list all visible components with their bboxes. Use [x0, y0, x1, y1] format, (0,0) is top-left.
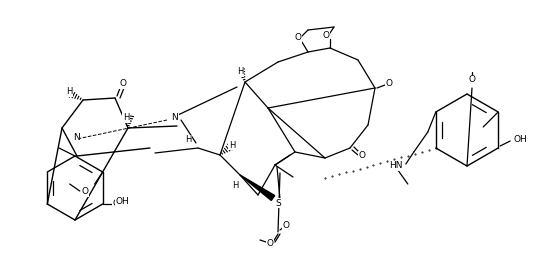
Text: OH: OH — [113, 199, 127, 209]
Text: H: H — [232, 181, 238, 189]
Text: O: O — [322, 31, 329, 39]
Text: O: O — [386, 79, 392, 87]
Polygon shape — [240, 175, 275, 200]
Text: N: N — [73, 133, 79, 143]
Text: H: H — [237, 68, 243, 76]
Text: OH: OH — [116, 198, 129, 207]
Text: O: O — [359, 151, 365, 161]
Text: H: H — [185, 136, 191, 144]
Text: H: H — [123, 114, 129, 122]
Text: HN: HN — [389, 162, 403, 170]
Text: S: S — [275, 199, 281, 207]
Text: O: O — [294, 34, 301, 43]
Text: O: O — [267, 240, 273, 248]
Text: OH: OH — [514, 136, 527, 144]
Text: O: O — [120, 80, 127, 88]
Text: O: O — [81, 188, 88, 196]
Text: O: O — [283, 221, 289, 230]
Text: O: O — [81, 188, 88, 196]
Text: N: N — [171, 114, 179, 122]
Text: H: H — [229, 140, 235, 150]
Text: O: O — [468, 76, 476, 84]
Text: H: H — [66, 87, 72, 96]
